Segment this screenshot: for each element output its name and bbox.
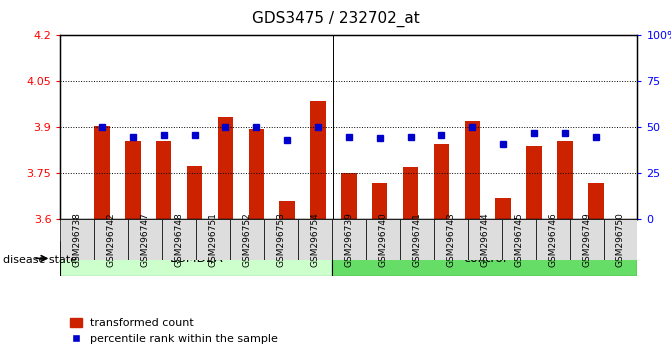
- Text: GSM296744: GSM296744: [480, 212, 489, 267]
- FancyBboxPatch shape: [162, 219, 196, 260]
- Text: GSM296745: GSM296745: [514, 212, 523, 267]
- Text: GSM296750: GSM296750: [616, 212, 625, 267]
- Text: GSM296754: GSM296754: [311, 212, 319, 267]
- Text: GSM296741: GSM296741: [412, 212, 421, 267]
- Text: GSM296742: GSM296742: [107, 212, 116, 267]
- Text: GSM296753: GSM296753: [276, 212, 286, 267]
- FancyBboxPatch shape: [60, 241, 332, 276]
- Text: GSM296743: GSM296743: [446, 212, 455, 267]
- Text: disease state: disease state: [3, 255, 77, 265]
- FancyBboxPatch shape: [400, 219, 433, 260]
- Legend: transformed count, percentile rank within the sample: transformed count, percentile rank withi…: [66, 314, 282, 348]
- FancyBboxPatch shape: [332, 219, 366, 260]
- Text: GSM296748: GSM296748: [174, 212, 184, 267]
- FancyBboxPatch shape: [264, 219, 298, 260]
- Bar: [156, 141, 172, 219]
- Bar: [218, 117, 234, 219]
- Text: GSM296740: GSM296740: [378, 212, 387, 267]
- FancyBboxPatch shape: [60, 219, 95, 260]
- Bar: [187, 166, 203, 219]
- Text: GSM296739: GSM296739: [344, 212, 354, 267]
- Bar: [372, 183, 387, 219]
- Text: LGMD2A: LGMD2A: [169, 252, 223, 265]
- FancyBboxPatch shape: [535, 219, 570, 260]
- Bar: [403, 167, 418, 219]
- FancyBboxPatch shape: [603, 219, 637, 260]
- FancyBboxPatch shape: [230, 219, 264, 260]
- FancyBboxPatch shape: [332, 241, 637, 276]
- Text: GSM296738: GSM296738: [73, 212, 82, 267]
- FancyBboxPatch shape: [468, 219, 502, 260]
- Text: GSM296751: GSM296751: [209, 212, 217, 267]
- Text: GSM296746: GSM296746: [548, 212, 557, 267]
- FancyBboxPatch shape: [128, 219, 162, 260]
- Bar: [557, 141, 572, 219]
- Bar: [433, 144, 449, 219]
- Text: GDS3475 / 232702_at: GDS3475 / 232702_at: [252, 11, 419, 27]
- Text: control: control: [463, 252, 507, 265]
- Text: GSM296752: GSM296752: [243, 212, 252, 267]
- Bar: [280, 201, 295, 219]
- FancyBboxPatch shape: [570, 219, 603, 260]
- Bar: [464, 121, 480, 219]
- Bar: [495, 198, 511, 219]
- Text: GSM296747: GSM296747: [141, 212, 150, 267]
- Bar: [95, 126, 110, 219]
- Bar: [125, 141, 141, 219]
- FancyBboxPatch shape: [298, 219, 332, 260]
- FancyBboxPatch shape: [95, 219, 128, 260]
- FancyBboxPatch shape: [366, 219, 400, 260]
- FancyBboxPatch shape: [196, 219, 230, 260]
- FancyBboxPatch shape: [433, 219, 468, 260]
- FancyBboxPatch shape: [502, 219, 535, 260]
- Text: GSM296749: GSM296749: [582, 212, 591, 267]
- Bar: [588, 183, 603, 219]
- Bar: [342, 173, 356, 219]
- Bar: [311, 101, 326, 219]
- Bar: [526, 146, 541, 219]
- Bar: [249, 129, 264, 219]
